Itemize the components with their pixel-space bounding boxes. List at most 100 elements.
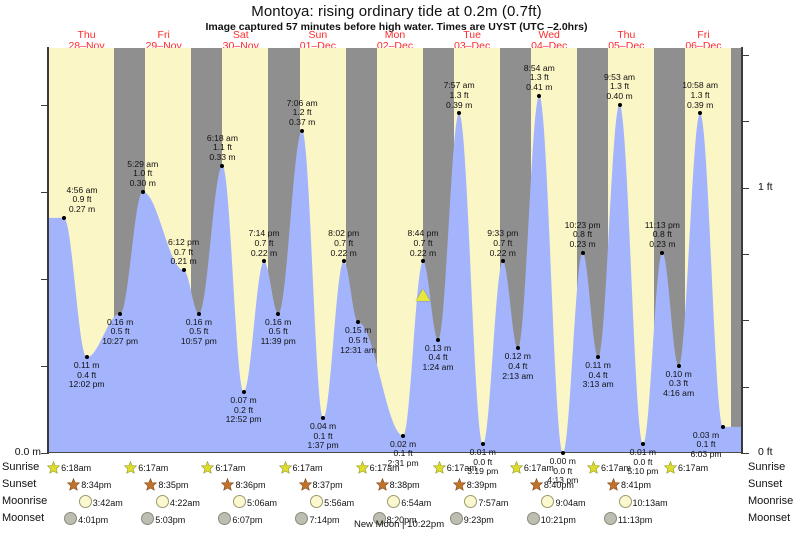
tide-time: 8:44 pm	[407, 228, 439, 239]
high-tide-label: 8:54 am 1.3 ft 0.41 m	[524, 63, 555, 93]
almanac-sunrise-time: 6:17am	[523, 463, 554, 473]
tide-extreme-dot	[515, 346, 520, 351]
tide-time: 6:03 pm	[690, 449, 722, 460]
tide-ft: 0.5 ft	[110, 326, 130, 337]
day-header-date: 03–Dec	[454, 40, 491, 52]
moonrise-icon	[618, 495, 632, 510]
tide-extreme-dot	[61, 215, 66, 220]
axis-tick-right	[742, 253, 749, 255]
low-tide-label: 0.07 m 0.2 ft 12:52 pm	[226, 395, 262, 425]
almanac-sunrise-time: 6:17am	[446, 463, 477, 473]
axis-tick-right	[742, 320, 749, 322]
tide-m: 0.02 m	[389, 438, 417, 449]
tide-ft: 1.0 ft	[133, 168, 153, 179]
high-tide-label: 8:44 pm 0.7 ft 0.22 m	[408, 229, 439, 258]
almanac-sunrise-time: 6:17am	[292, 463, 323, 473]
sunset-icon	[67, 478, 81, 491]
moonset-icon	[141, 512, 155, 527]
low-tide-label: 0.04 m 0.1 ft 1:37 pm	[308, 422, 339, 451]
almanac-moonset-item: 8:20pm	[372, 512, 417, 527]
tide-ft: 0.7 ft	[493, 237, 513, 248]
almanac-moonrise-time: 6:54am	[401, 498, 432, 508]
axis-tick-right	[742, 121, 749, 123]
almanac-moonrise-time: 10:13am	[632, 498, 668, 508]
tide-m: 0.16 m	[265, 316, 292, 327]
sunrise-icon	[432, 461, 446, 474]
high-tide-label: 7:57 am 1.3 ft 0.39 m	[444, 81, 475, 110]
axis-label-left-zero: 0.0 m	[14, 446, 41, 458]
axis-label-right-0: 1 ft	[758, 180, 773, 193]
tide-extreme-dot	[220, 163, 225, 168]
day-header-dow: Sun	[308, 29, 328, 41]
tide-time: 3:13 am	[582, 379, 614, 390]
tide-extreme-dot	[480, 442, 485, 447]
tide-m: 0.15 m	[344, 325, 372, 336]
almanac-moonset-item: 6:07pm	[218, 512, 262, 527]
tide-m: 0.16 m	[185, 316, 212, 327]
tide-extreme-dot	[421, 259, 426, 264]
moonrise-icon	[78, 495, 92, 510]
tide-extreme-dot	[676, 363, 681, 368]
tide-m: 0.01 m	[469, 447, 496, 458]
tide-time: 5:29 am	[127, 158, 159, 169]
almanac-sunset-item: 8:40pm	[529, 478, 574, 491]
almanac-sunset-time: 8:37pm	[312, 480, 343, 490]
almanac-sunrise-item: 6:17am	[355, 461, 400, 474]
almanac-moonset-time: 10:21pm	[540, 515, 576, 525]
tide-m: 0.39 m	[445, 99, 473, 110]
tide-extreme-dot	[181, 268, 186, 273]
page-title: Montoya: rising ordinary tide at 0.2m (0…	[251, 3, 542, 20]
almanac-moonset-item: 4:01pm	[64, 512, 108, 527]
tide-m: 0.41 m	[526, 82, 553, 93]
tide-ft: 0.3 ft	[669, 378, 689, 389]
sunset-icon	[221, 478, 235, 491]
tide-ft: 0.7 ft	[174, 246, 194, 257]
moonset-icon	[526, 512, 540, 527]
tide-time: 2:31 pm	[387, 457, 419, 468]
low-tide-label: 0.10 m 0.3 ft 4:16 am	[663, 369, 694, 399]
almanac-sunset-time: 8:40pm	[543, 480, 574, 490]
tide-m: 0.03 m	[692, 429, 720, 440]
day-header-date: 04–Dec	[531, 40, 568, 52]
high-tide-label: 10:23 pm 0.8 ft 0.23 m	[565, 220, 601, 250]
day-header-date: 06–Dec	[685, 40, 722, 52]
tide-ft: 0.9 ft	[72, 194, 92, 205]
tide-extreme-dot	[698, 111, 703, 116]
sunset-icon	[298, 478, 312, 491]
almanac-sunset-time: 8:34pm	[81, 480, 112, 490]
almanac-sunset-item: 8:35pm	[144, 478, 188, 491]
tide-m: 0.07 m	[230, 395, 257, 406]
almanac-sunrise-item: 6:17am	[124, 461, 168, 474]
day-header-9: Fri 06–Dec	[665, 30, 742, 52]
tide-m: 0.22 m	[330, 247, 357, 258]
day-header-2: Fri 29–Nov	[125, 30, 202, 52]
almanac-sunrise-time: 6:18am	[61, 463, 92, 473]
tide-ft: 0.0 ft	[633, 456, 653, 467]
day-header-3: Sat 30–Nov	[202, 30, 279, 52]
day-header-date: 30–Nov	[222, 40, 259, 52]
high-tide-label: 6:18 am 1.1 ft 0.33 m	[207, 133, 238, 163]
almanac-row-label-right-moonset: Moonset	[748, 512, 791, 524]
tide-ft: 0.4 ft	[588, 369, 608, 380]
tide-ft: 0.1 ft	[696, 439, 716, 450]
sunset-icon	[144, 478, 158, 491]
tide-m: 0.39 m	[686, 99, 714, 110]
axis-tick-left	[41, 278, 48, 280]
tide-ft: 1.1 ft	[212, 142, 232, 153]
axis-tick-right	[742, 187, 749, 189]
tide-ft: 0.5 ft	[348, 334, 368, 345]
tide-time: 7:14 pm	[248, 228, 280, 239]
almanac-sunset-item: 8:37pm	[298, 478, 343, 491]
tide-extreme-dot	[537, 93, 542, 98]
tide-time: 2:13 am	[502, 370, 534, 381]
almanac-moonrise-item: 5:56am	[310, 495, 354, 510]
tide-ft: 0.8 ft	[652, 229, 672, 240]
high-tide-label: 7:14 pm 0.7 ft 0.22 m	[248, 229, 279, 258]
almanac-row-label-left-sunset: Sunset	[2, 478, 37, 490]
tide-extreme-dot	[580, 250, 585, 255]
almanac-sunset-time: 8:39pm	[466, 480, 497, 490]
almanac-moonrise-item: 6:54am	[387, 495, 431, 510]
low-tide-label: 0.01 m 0.0 ft 3:19 pm	[467, 448, 498, 477]
tide-m: 0.11 m	[73, 360, 100, 371]
